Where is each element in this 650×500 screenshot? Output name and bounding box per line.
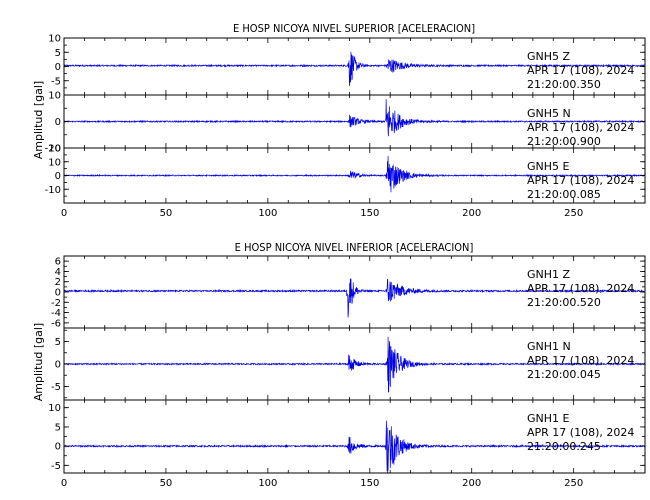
- figure-superior: E HOSP NICOYA NIVEL SUPERIOR [ACELERACIO…: [32, 22, 646, 219]
- y-tick-label: 4: [55, 267, 61, 278]
- time-label: 21:20:00.085: [527, 188, 601, 201]
- station-label: GNH1 N: [527, 340, 571, 353]
- waveform-line: [63, 336, 646, 393]
- date-label: APR 17 (108), 2024: [527, 354, 634, 367]
- y-tick-label: -5: [51, 382, 61, 393]
- x-tick-label: 200: [462, 478, 481, 489]
- station-label: GNH5 E: [527, 160, 570, 173]
- y-tick-label: -5: [51, 461, 61, 472]
- waveform-line: [63, 420, 646, 474]
- y-tick-label: 2: [55, 277, 61, 288]
- y-axis-label: Amplitud [gal]: [32, 81, 45, 159]
- waveform-line: [63, 155, 646, 193]
- time-label: 21:20:00.900: [527, 135, 601, 148]
- figure-title: E HOSP NICOYA NIVEL SUPERIOR [ACELERACIO…: [233, 22, 475, 35]
- waveform-line: [63, 278, 646, 318]
- x-tick-label: 150: [360, 208, 379, 219]
- station-label: GNH5 N: [527, 107, 571, 120]
- x-tick-label: 0: [61, 208, 67, 219]
- x-tick-label: 150: [360, 478, 379, 489]
- station-label: GNH1 Z: [527, 268, 571, 281]
- y-tick-label: 0: [55, 360, 61, 371]
- y-tick-label: 0: [55, 288, 61, 299]
- date-label: APR 17 (108), 2024: [527, 121, 634, 134]
- y-tick-label: 6: [55, 257, 61, 268]
- y-tick-label: -6: [51, 318, 61, 329]
- x-tick-label: 250: [564, 478, 583, 489]
- station-label: GNH1 E: [527, 412, 570, 425]
- x-tick-label: 50: [160, 478, 173, 489]
- y-tick-label: 0: [55, 442, 61, 453]
- y-tick-label: -10: [45, 144, 61, 155]
- y-tick-label: 10: [48, 403, 61, 414]
- date-label: APR 17 (108), 2024: [527, 64, 634, 77]
- y-tick-label: 20: [48, 144, 61, 155]
- date-label: APR 17 (108), 2024: [527, 282, 634, 295]
- y-tick-label: -5: [51, 76, 61, 87]
- date-label: APR 17 (108), 2024: [527, 174, 634, 187]
- x-tick-label: 200: [462, 208, 481, 219]
- x-tick-label: 100: [258, 478, 277, 489]
- y-tick-label: 0: [55, 171, 61, 182]
- y-tick-label: -10: [45, 185, 61, 196]
- y-axis-label: Amplitud [gal]: [32, 323, 45, 401]
- waveform-line: [63, 99, 646, 137]
- x-tick-label: 250: [564, 208, 583, 219]
- date-label: APR 17 (108), 2024: [527, 426, 634, 439]
- time-label: 21:20:00.245: [527, 440, 601, 453]
- y-tick-label: 10: [48, 157, 61, 168]
- y-tick-label: 5: [55, 48, 61, 59]
- time-label: 21:20:00.350: [527, 78, 601, 91]
- y-tick-label: 0: [55, 62, 61, 73]
- y-tick-label: 10: [48, 91, 61, 102]
- y-tick-label: -4: [51, 308, 61, 319]
- time-label: 21:20:00.520: [527, 296, 601, 309]
- figure-inferior: E HOSP NICOYA NIVEL INFERIOR [ACELERACIO…: [32, 241, 646, 489]
- y-tick-label: 0: [55, 117, 61, 128]
- figure-title: E HOSP NICOYA NIVEL INFERIOR [ACELERACIO…: [235, 241, 474, 254]
- time-label: 21:20:00.045: [527, 368, 601, 381]
- x-tick-label: 50: [160, 208, 173, 219]
- y-tick-label: 10: [48, 34, 61, 45]
- y-tick-label: 5: [55, 422, 61, 433]
- x-tick-label: 0: [61, 478, 67, 489]
- waveform-line: [63, 51, 646, 87]
- y-tick-label: -2: [51, 298, 61, 309]
- y-tick-label: 5: [55, 337, 61, 348]
- station-label: GNH5 Z: [527, 50, 571, 63]
- x-tick-label: 100: [258, 208, 277, 219]
